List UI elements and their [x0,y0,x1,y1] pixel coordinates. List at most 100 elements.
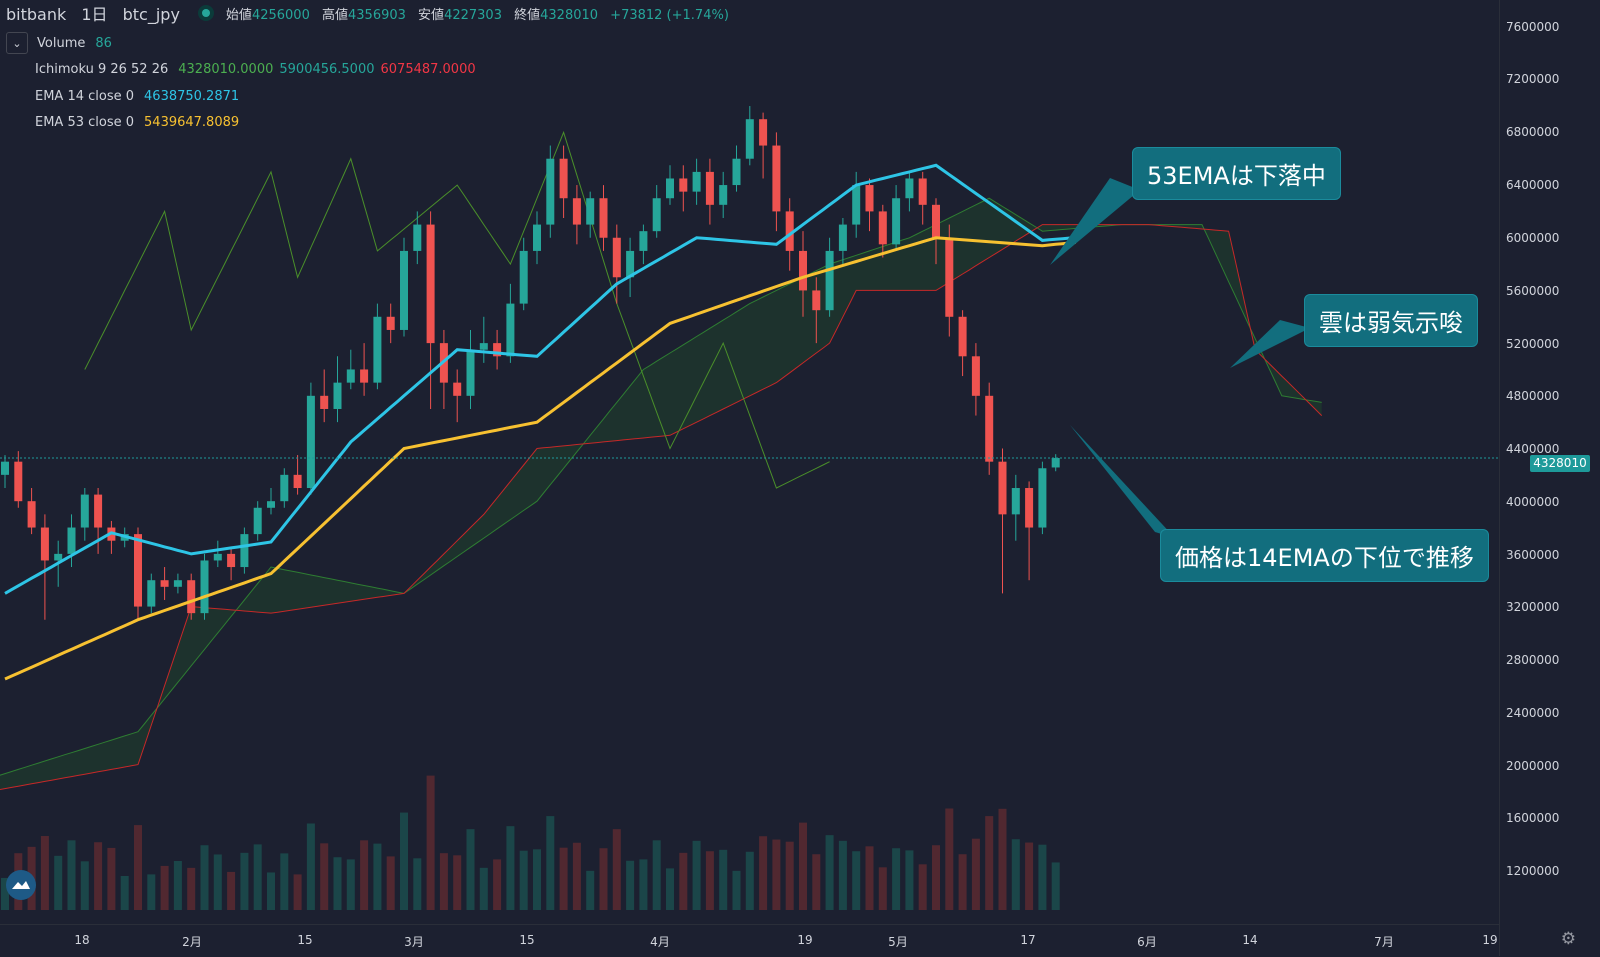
candle-body [173,580,182,587]
candle-body [147,580,156,607]
chevron-down-icon[interactable]: ⌄ [6,32,28,55]
price-tick: 6800000 [1506,125,1560,139]
price-tick: 1200000 [1506,864,1560,878]
candle-body [306,395,315,489]
volume-bar [772,839,781,910]
legend-ema14[interactable]: EMA 14 close 0 4638750.2871 [35,83,476,110]
price-tick: 5200000 [1506,337,1560,351]
legend-ichimoku[interactable]: Ichimoku 9 26 52 26 4328010.0000 5900456… [35,57,476,84]
price-tick: 6000000 [1506,231,1560,245]
candle-body [160,580,169,587]
price-tick: 7600000 [1506,20,1560,34]
low-value: 4227303 [444,7,502,23]
time-tick: 14 [1242,933,1258,947]
volume-bar [918,864,927,910]
candle-body [785,211,794,251]
close-label: 終値 [514,7,541,23]
symbol-info[interactable]: bitbank 1日 btc_jpy [0,1,190,25]
volume-bar [40,836,49,910]
candle-body [40,527,49,561]
interval-label[interactable]: 1日 [81,5,108,24]
candle-body [892,198,901,245]
candle-body [360,369,369,383]
candle-body [852,185,861,225]
volume-bar [1025,842,1034,910]
candle-body [253,507,262,535]
volume-bar [705,851,714,910]
close-value: 4328010 [540,7,599,23]
low-label: 安値 [418,7,445,23]
volume-bar [320,843,329,910]
volume-bar [745,851,754,910]
volume-bar [878,867,887,910]
volume-bar [932,845,940,910]
time-tick: 7月 [1374,935,1394,949]
volume-bar [546,816,555,910]
candle-body [67,527,76,554]
candle-body [918,178,927,205]
volume-bar [759,836,768,910]
price-axis[interactable]: 7600000 7200000 6800000 6400000 6000000 … [1499,0,1600,956]
volume-bar [67,840,76,910]
volume-bar [94,842,103,910]
price-tick: 4800000 [1506,389,1560,403]
ema53-line [4,236,1076,681]
exchange-name: bitbank [6,5,67,24]
tradingview-logo-icon[interactable] [6,870,36,900]
volume-bar [785,841,794,910]
volume-bar [373,843,382,910]
volume-bar [799,822,807,910]
price-tick: 2800000 [1506,653,1560,667]
volume-bar [173,860,182,910]
candle-body [479,343,488,350]
candle-body [1051,457,1060,468]
volume-bar [958,854,967,910]
price-tick: 5600000 [1506,284,1560,298]
volume-bar [679,852,688,910]
candle-body [453,382,462,396]
candle-body [1025,488,1034,528]
callout-cloud-bearish: 雲は弱気示唆 [1304,294,1478,347]
candle-body [200,560,209,614]
candle-body [134,534,142,607]
candle-body [280,474,289,502]
volume-bar [559,847,568,910]
volume-bar [493,859,502,910]
candle-body [932,204,940,238]
ema14-name: EMA 14 close 0 [35,88,135,104]
price-tick: 3200000 [1506,600,1560,614]
ichimoku-value-1: 4328010.0000 [178,62,274,78]
legend-volume[interactable]: ⌄ Volume 86 [6,30,476,57]
volume-bar [120,875,129,910]
gear-icon[interactable]: ⚙ [1560,929,1576,949]
high-value: 4356903 [348,7,406,23]
volume-bar [147,874,156,910]
time-axis[interactable]: 18 2月 15 3月 15 4月 19 5月 17 6月 14 7月 19 [0,924,1500,957]
volume-bar [213,854,222,910]
candle-body [493,343,502,357]
time-tick: 6月 [1137,935,1157,949]
candle-body [692,171,701,192]
candle-body [533,224,541,251]
candle-body [27,501,36,528]
ichimoku-cloud [0,198,1322,790]
volume-bar [107,847,116,910]
symbol-name: btc_jpy [122,5,180,24]
candle-body [652,198,661,232]
candle-body [572,198,581,225]
volume-bar [134,825,142,910]
legend-ema53[interactable]: EMA 53 close 0 5439647.8089 [35,110,476,137]
time-tick: 15 [297,933,313,947]
callout-pointer [1070,425,1175,538]
volume-name: Volume [37,35,86,51]
candle-body [998,461,1007,515]
candle-body [400,250,408,330]
time-tick: 2月 [182,935,202,949]
candle-body [373,316,382,383]
candle-body [413,224,422,251]
candle-body [1,461,9,475]
volume-bar [1011,839,1020,910]
volume-bar [812,854,821,910]
volume-bar [479,867,488,910]
